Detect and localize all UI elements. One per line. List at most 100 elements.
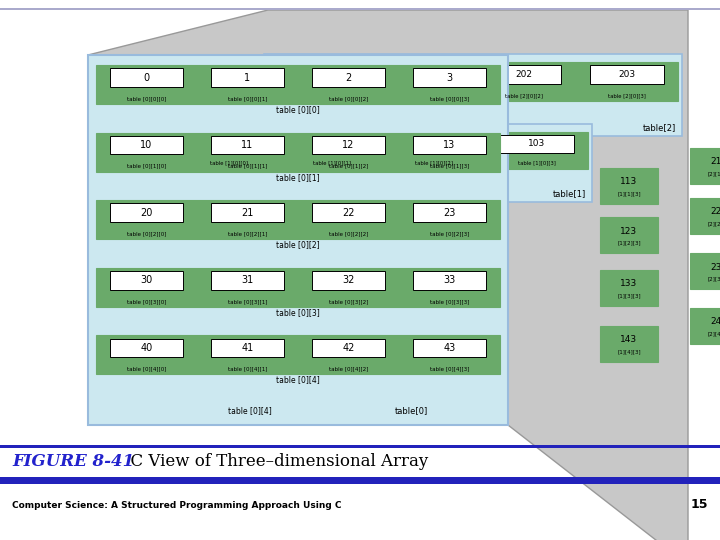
Text: table [0][4]: table [0][4]	[228, 407, 271, 415]
FancyBboxPatch shape	[268, 62, 678, 102]
FancyBboxPatch shape	[312, 271, 385, 289]
Text: [2][3][3]: [2][3][3]	[707, 276, 720, 281]
FancyBboxPatch shape	[397, 135, 471, 153]
Text: 3: 3	[446, 72, 453, 83]
Text: table [2][0][0]: table [2][0][0]	[300, 93, 338, 98]
Text: table [0][1][3]: table [0][1][3]	[430, 164, 469, 168]
Text: table [0][4][2]: table [0][4][2]	[329, 367, 368, 372]
Text: 23: 23	[444, 208, 456, 218]
Text: table [0][2]: table [0][2]	[276, 240, 320, 249]
FancyBboxPatch shape	[110, 68, 183, 87]
Text: 20: 20	[140, 208, 153, 218]
Text: [2][1][3]: [2][1][3]	[707, 172, 720, 177]
FancyBboxPatch shape	[690, 253, 720, 289]
Text: table [1][0][0]: table [1][0][0]	[210, 161, 248, 166]
Text: 233: 233	[711, 262, 720, 272]
Text: 2: 2	[346, 72, 351, 83]
Text: table [0][4]: table [0][4]	[276, 375, 320, 384]
FancyBboxPatch shape	[0, 477, 720, 484]
Text: table [0][4][3]: table [0][4][3]	[430, 367, 469, 372]
FancyBboxPatch shape	[192, 135, 266, 153]
FancyBboxPatch shape	[690, 308, 720, 344]
FancyBboxPatch shape	[690, 148, 720, 184]
Text: table [1][0][1]: table [1][0][1]	[312, 161, 351, 166]
Text: table [0][3][0]: table [0][3][0]	[127, 299, 166, 304]
FancyBboxPatch shape	[500, 135, 574, 153]
Text: 1: 1	[244, 72, 251, 83]
Text: 30: 30	[140, 275, 153, 285]
Text: table [0][1]: table [0][1]	[276, 173, 320, 181]
Text: 143: 143	[621, 335, 638, 345]
FancyBboxPatch shape	[413, 271, 486, 289]
Text: table [0][0][3]: table [0][0][3]	[430, 96, 469, 101]
FancyBboxPatch shape	[282, 65, 356, 84]
Text: 113: 113	[621, 178, 638, 186]
FancyBboxPatch shape	[690, 198, 720, 234]
Text: table[0]: table[0]	[395, 407, 428, 415]
FancyBboxPatch shape	[96, 200, 500, 239]
Text: table [0][4][0]: table [0][4][0]	[127, 367, 166, 372]
FancyBboxPatch shape	[312, 204, 385, 222]
FancyBboxPatch shape	[312, 339, 385, 357]
Text: Computer Science: A Structured Programming Approach Using C: Computer Science: A Structured Programmi…	[12, 501, 341, 510]
FancyBboxPatch shape	[413, 68, 486, 87]
FancyBboxPatch shape	[487, 65, 561, 84]
Text: 202: 202	[516, 70, 533, 79]
FancyBboxPatch shape	[385, 65, 459, 84]
Text: [1][3][3]: [1][3][3]	[617, 294, 641, 299]
Text: table [2][0][2]: table [2][0][2]	[505, 93, 544, 98]
Text: 203: 203	[618, 70, 635, 79]
FancyBboxPatch shape	[600, 326, 658, 362]
Text: table [0][0][1]: table [0][0][1]	[228, 96, 267, 101]
FancyBboxPatch shape	[312, 136, 385, 154]
Text: [2][4][3]: [2][4][3]	[707, 332, 720, 336]
FancyBboxPatch shape	[96, 133, 500, 172]
Text: [1][4][3]: [1][4][3]	[617, 349, 641, 354]
FancyBboxPatch shape	[174, 124, 592, 202]
FancyBboxPatch shape	[413, 136, 486, 154]
Text: 213: 213	[711, 158, 720, 166]
Text: table [0][1][0]: table [0][1][0]	[127, 164, 166, 168]
Text: table [0][2][1]: table [0][2][1]	[228, 231, 267, 237]
Text: 201: 201	[413, 70, 431, 79]
Text: table [0][3][2]: table [0][3][2]	[329, 299, 368, 304]
Text: 101: 101	[323, 139, 341, 148]
FancyBboxPatch shape	[264, 54, 682, 136]
Text: 32: 32	[342, 275, 355, 285]
Text: table [2][0][3]: table [2][0][3]	[608, 93, 646, 98]
Text: 10: 10	[140, 140, 153, 150]
Text: 15: 15	[690, 498, 708, 511]
Text: table [1][0][2]: table [1][0][2]	[415, 161, 454, 166]
Text: table[1]: table[1]	[553, 189, 586, 198]
FancyBboxPatch shape	[600, 217, 658, 253]
FancyBboxPatch shape	[295, 135, 369, 153]
Text: 123: 123	[621, 226, 638, 235]
Text: 13: 13	[444, 140, 456, 150]
Text: 42: 42	[342, 343, 355, 353]
Text: 12: 12	[342, 140, 355, 150]
FancyBboxPatch shape	[110, 136, 183, 154]
Text: FIGURE 8-41: FIGURE 8-41	[12, 453, 134, 469]
Text: 43: 43	[444, 343, 456, 353]
Text: 40: 40	[140, 343, 153, 353]
Text: 31: 31	[241, 275, 253, 285]
Text: [1][1][3]: [1][1][3]	[617, 192, 641, 197]
FancyBboxPatch shape	[96, 65, 500, 104]
Text: 102: 102	[426, 139, 443, 148]
Text: table [0][0]: table [0][0]	[276, 105, 320, 114]
Text: 243: 243	[711, 318, 720, 327]
FancyBboxPatch shape	[600, 168, 658, 204]
Text: table [0][3][3]: table [0][3][3]	[430, 299, 469, 304]
Text: table [0][2][3]: table [0][2][3]	[430, 231, 469, 237]
FancyBboxPatch shape	[211, 136, 284, 154]
FancyBboxPatch shape	[0, 445, 720, 448]
Text: table [0][2][0]: table [0][2][0]	[127, 231, 166, 237]
Text: 21: 21	[241, 208, 253, 218]
FancyBboxPatch shape	[110, 271, 183, 289]
FancyBboxPatch shape	[600, 270, 658, 306]
FancyBboxPatch shape	[211, 339, 284, 357]
FancyBboxPatch shape	[0, 8, 720, 10]
Text: 103: 103	[528, 139, 545, 148]
Text: 133: 133	[621, 280, 638, 288]
Text: table [2][0][1]: table [2][0][1]	[402, 93, 441, 98]
